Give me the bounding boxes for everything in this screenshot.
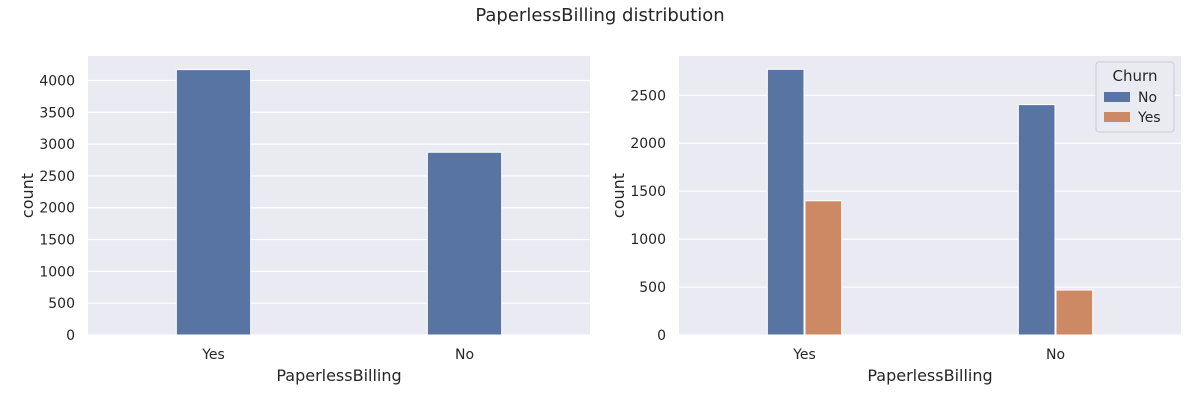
legend-label: Yes (1137, 110, 1161, 126)
legend-swatch (1104, 112, 1130, 122)
ytick-label: 3000 (39, 137, 75, 153)
ytick-label: 2500 (630, 88, 666, 104)
bar-yes (175, 69, 252, 336)
chart-overall-count: 0 500 1000 1500 2000 2500 3000 3500 4000 Yes No Pap… (18, 56, 590, 385)
ytick-label: 0 (66, 328, 75, 344)
x-axis-label: PaperlessBilling (867, 366, 992, 385)
ytick-label: 3500 (39, 105, 75, 121)
xtick-label: No (1046, 347, 1065, 363)
ytick-label: 0 (657, 328, 666, 344)
xtick-label: Yes (792, 347, 816, 363)
legend-title: Churn (1113, 67, 1158, 85)
bar-yes-churn-no (766, 68, 805, 336)
ytick-label: 1500 (630, 184, 666, 200)
legend: Churn No Yes (1095, 61, 1175, 133)
legend-label: No (1138, 90, 1157, 106)
ytick-label: 2000 (39, 201, 75, 217)
bar-no-churn-yes (1055, 289, 1094, 336)
ytick-label: 500 (639, 280, 666, 296)
x-axis-label: PaperlessBilling (276, 366, 401, 385)
xtick-label: No (455, 347, 474, 363)
figure-title: PaperlessBilling distribution (475, 5, 725, 26)
plot-background (88, 56, 590, 335)
ytick-label: 1500 (39, 233, 75, 249)
xtick-label: Yes (201, 347, 225, 363)
bar-no-churn-no (1017, 104, 1056, 336)
ytick-label: 2500 (39, 169, 75, 185)
ytick-label: 500 (48, 296, 75, 312)
chart-count-by-churn: 0 500 1000 1500 2000 2500 Yes No PaperlessBillin… (609, 56, 1181, 385)
bar-yes-churn-yes (804, 200, 843, 336)
ytick-label: 4000 (39, 73, 75, 89)
bar-no (426, 151, 503, 336)
ytick-label: 1000 (39, 264, 75, 280)
ytick-label: 2000 (630, 136, 666, 152)
y-axis-label: count (18, 173, 37, 218)
legend-swatch (1104, 92, 1130, 102)
ytick-label: 1000 (630, 232, 666, 248)
y-axis-label: count (609, 173, 628, 218)
